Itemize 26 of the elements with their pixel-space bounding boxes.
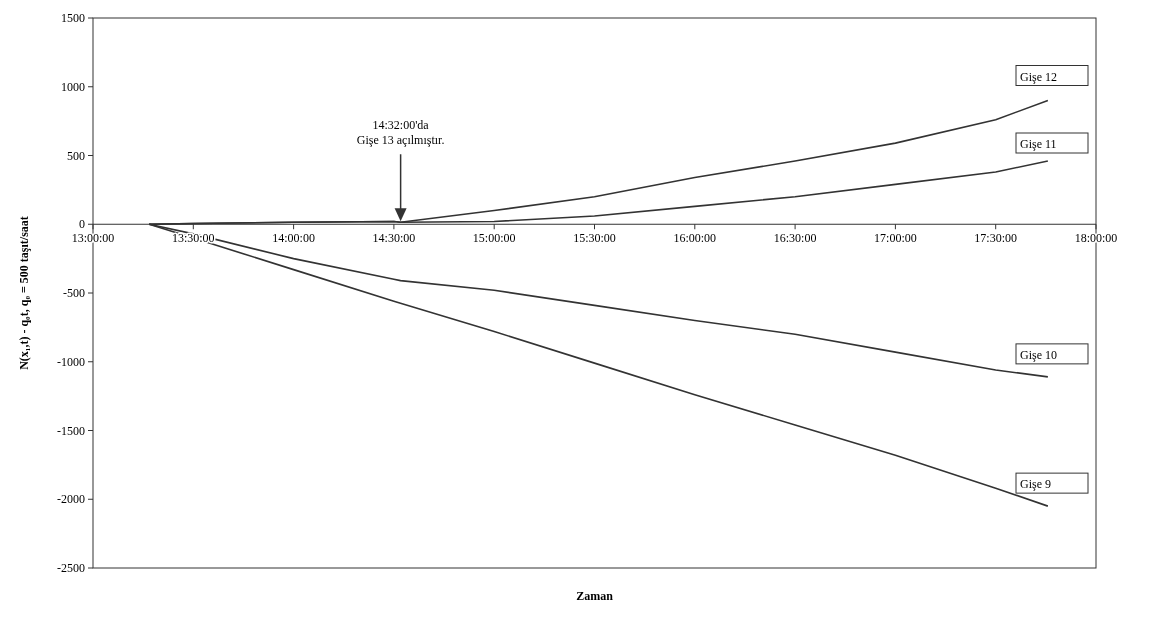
y-tick-label: -2000 — [57, 492, 85, 507]
x-axis-title: Zaman — [576, 589, 614, 603]
y-tick-label: -2500 — [57, 561, 85, 575]
x-tick-label: 14:00:00 — [272, 231, 315, 246]
x-tick-label: 16:00:00 — [673, 231, 717, 246]
y-tick-label: 1000 — [61, 79, 85, 94]
y-tick-label: 500 — [67, 148, 85, 163]
x-tick-label: 13:00:00 — [71, 231, 115, 246]
x-tick-label: 17:00:00 — [874, 231, 917, 246]
annotation: 14:32:00'da Gişe 13 açılmıştır. — [356, 118, 445, 148]
y-tick-label: -1500 — [57, 423, 85, 438]
series-label: Gişe 11 — [1020, 137, 1057, 151]
y-tick-label: 0 — [79, 217, 85, 232]
x-tick-label: 17:30:00 — [974, 231, 1018, 246]
y-tick-label: -1000 — [57, 354, 85, 369]
x-tick-label: 14:30:00 — [372, 231, 416, 246]
x-tick-label: 15:00:00 — [472, 231, 516, 246]
series-label: Gişe 9 — [1020, 477, 1051, 492]
y-tick-label: 1500 — [61, 11, 85, 25]
series-label: Gişe 10 — [1020, 347, 1057, 362]
x-tick-label: 16:30:00 — [773, 231, 817, 246]
y-tick-label: -500 — [63, 286, 85, 300]
y-axis-title: N(x₁,t) - q₀t, q₀ = 500 taşıt/saat — [17, 216, 31, 370]
series-label: Gişe 12 — [1020, 69, 1057, 84]
x-tick-label: 15:30:00 — [573, 231, 616, 246]
x-tick-label: 18:00:00 — [1074, 231, 1118, 246]
